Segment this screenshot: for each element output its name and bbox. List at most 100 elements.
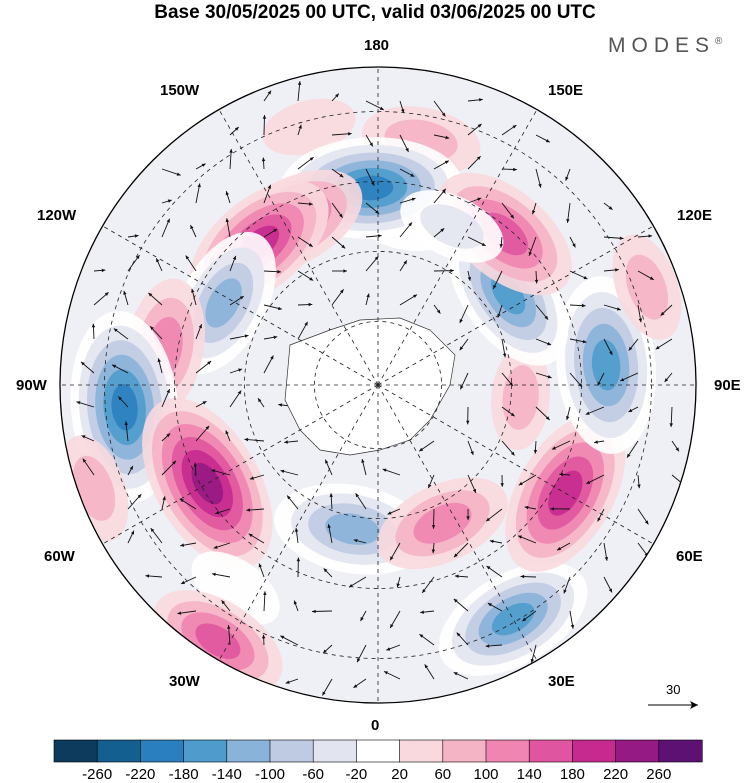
anomaly-contour xyxy=(111,383,138,431)
wind-arrow xyxy=(331,236,346,249)
wind-arrow xyxy=(535,304,549,320)
wind-arrow xyxy=(520,574,537,579)
wind-arrow xyxy=(501,124,517,136)
wind-arrow xyxy=(603,542,609,561)
wind-arrow xyxy=(399,260,408,272)
wind-arrow xyxy=(284,440,299,444)
wind-arrow xyxy=(365,134,374,147)
wind-arrow xyxy=(263,355,274,374)
wind-arrow xyxy=(263,304,283,311)
wind-arrow xyxy=(193,462,198,476)
wind-arrow xyxy=(191,288,197,306)
meridian-line xyxy=(377,384,538,661)
map-boundary xyxy=(59,66,697,704)
wind-arrow xyxy=(431,542,436,554)
wind-arrow xyxy=(323,568,333,578)
wind-arrow xyxy=(603,236,624,240)
colorbar-tick-label: -60 xyxy=(302,766,325,783)
wind-arrow xyxy=(324,459,333,476)
wind-arrow xyxy=(297,321,308,340)
arctic-landmass xyxy=(284,317,456,456)
wind-arrow xyxy=(671,440,680,452)
lon-label-150w: 150W xyxy=(160,82,200,99)
wind-arrow xyxy=(467,474,477,494)
wind-arrow xyxy=(263,270,282,274)
wind-arrow xyxy=(177,610,197,615)
wind-arrow xyxy=(261,157,266,170)
wind-arrow xyxy=(179,498,197,510)
meridian-line xyxy=(218,109,379,386)
wind-arrow xyxy=(161,199,172,204)
wind-arrow xyxy=(229,255,237,272)
wind-arrow xyxy=(603,576,613,593)
colorbar-tick-label: -260 xyxy=(82,766,113,783)
wind-arrow xyxy=(396,576,401,588)
wind-arrow xyxy=(322,678,333,696)
wind-arrow xyxy=(535,134,551,143)
wind-arrow xyxy=(467,236,486,247)
wind-arrow xyxy=(492,270,503,290)
colorbar-tick-label: 180 xyxy=(559,766,585,783)
lon-label-120e: 120E xyxy=(677,207,713,224)
anomaly-contour xyxy=(262,98,356,156)
wind-arrow xyxy=(637,234,653,238)
wind-arrow xyxy=(353,678,367,689)
wind-arrow xyxy=(399,222,413,238)
wind-arrow xyxy=(459,338,469,351)
wind-arrow xyxy=(258,563,265,578)
wind-arrow xyxy=(127,493,142,510)
wind-arrow xyxy=(161,460,177,476)
wind-arrow xyxy=(383,670,401,680)
wind-arrow xyxy=(433,100,446,117)
wind-arrow xyxy=(293,600,299,612)
wind-arrow xyxy=(331,93,340,102)
wind-arrow xyxy=(563,576,571,594)
colorbar-swatch xyxy=(312,739,358,763)
wind-arrow xyxy=(285,678,299,684)
colorbar-swatch xyxy=(269,739,314,763)
wind-arrow xyxy=(117,396,129,408)
wind-arrow xyxy=(586,474,605,485)
wind-arrow xyxy=(466,508,470,521)
wind-arrow xyxy=(424,664,435,680)
wind-arrow xyxy=(603,202,613,211)
wind-arrow xyxy=(124,421,129,442)
anomaly-contour xyxy=(325,513,380,545)
colorbar-swatch xyxy=(226,739,271,763)
wind-arrow xyxy=(389,542,401,561)
wind-arrow xyxy=(569,338,587,344)
lon-label-0: 0 xyxy=(371,717,380,734)
wind-arrow xyxy=(150,527,163,544)
wind-arrow xyxy=(221,600,231,612)
lat-lon-grid xyxy=(60,67,696,703)
anomaly-contour xyxy=(420,204,484,249)
wind-arrow xyxy=(263,591,267,612)
wind-arrow xyxy=(297,270,314,281)
wind-arrow xyxy=(280,635,299,646)
wind-arrow xyxy=(628,338,639,351)
wind-arrow xyxy=(399,197,416,204)
wind-arrow xyxy=(249,474,265,480)
wind-arrow xyxy=(365,202,380,214)
wind-arrow xyxy=(161,168,181,176)
wind-arrow xyxy=(433,188,447,204)
wind-arrow xyxy=(501,406,515,417)
anomaly-contour xyxy=(591,339,621,391)
wind-arrow xyxy=(433,134,450,140)
reference-vector xyxy=(648,701,698,709)
wind-arrow xyxy=(597,372,605,386)
wind-arrow xyxy=(145,574,163,578)
wind-arrow xyxy=(559,472,571,477)
wind-arrow xyxy=(261,634,266,646)
wind-arrow xyxy=(433,304,441,314)
wind-arrow xyxy=(263,184,272,204)
wind-arrow xyxy=(225,218,231,238)
wind-arrow xyxy=(467,440,474,456)
wind-arrow xyxy=(499,236,503,248)
wind-arrow xyxy=(486,565,503,578)
wind-arrow xyxy=(485,508,503,522)
wind-arrow xyxy=(195,183,201,204)
wind-arrow xyxy=(669,406,673,428)
wind-arrow xyxy=(82,458,95,476)
anomaly-contour xyxy=(191,551,280,625)
